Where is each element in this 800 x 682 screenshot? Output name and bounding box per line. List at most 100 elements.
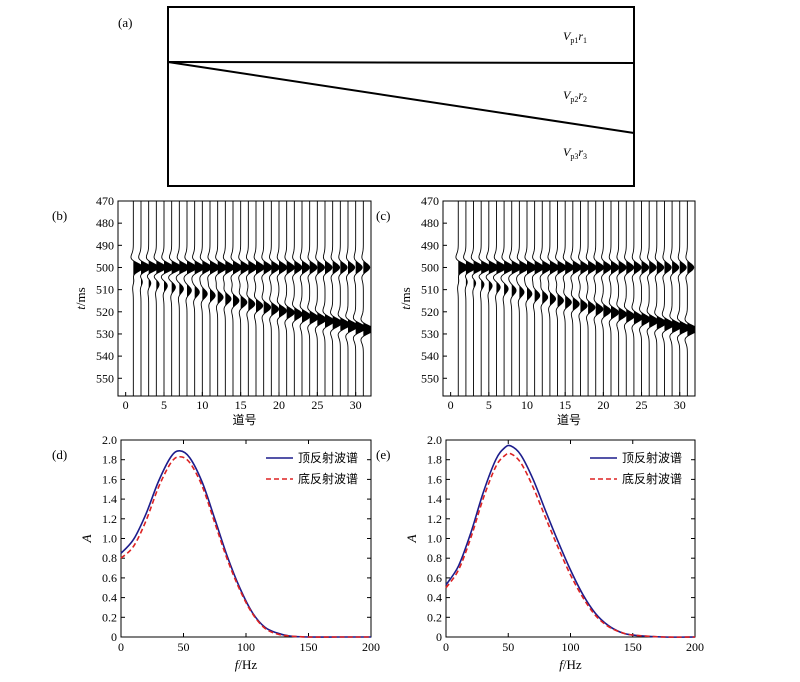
y-axis-label-unit: /ms	[73, 287, 88, 306]
y-tick-label: 530	[421, 327, 439, 341]
plot-frame	[120, 439, 372, 638]
trace-12	[539, 201, 552, 396]
x-axis-label-unit: /Hz	[563, 657, 582, 672]
trace-fill-24	[309, 260, 319, 324]
plot-frame	[445, 439, 696, 638]
trace-19	[593, 201, 605, 396]
y-tick-label: 510	[96, 283, 114, 297]
trace-fill-10	[202, 260, 212, 301]
x-tick-label: 150	[300, 640, 318, 654]
trace-1	[130, 201, 144, 396]
trace-fill-12	[542, 260, 552, 304]
trace-fill-16	[248, 260, 257, 311]
traces	[130, 201, 371, 396]
y-tick-label: 1.0	[427, 532, 442, 546]
y-tick-label: 0.8	[102, 551, 117, 565]
trace-16	[245, 201, 258, 396]
trace-17	[578, 201, 590, 396]
trace-fill-3	[148, 260, 159, 288]
trace-2	[138, 201, 152, 396]
series-line-1	[120, 455, 371, 638]
trace-4	[153, 201, 167, 396]
trace-fill-31	[687, 261, 695, 337]
trace-1	[455, 201, 469, 396]
trace-18	[585, 201, 597, 396]
trace-31	[360, 201, 371, 396]
trace-fill-10	[527, 260, 537, 301]
y-tick-label: 0.2	[102, 610, 117, 624]
y-axis-label-unit: /ms	[398, 287, 413, 306]
trace-5	[160, 201, 175, 396]
trace-26	[646, 201, 659, 396]
y-tick-label: 1.4	[427, 492, 442, 506]
trace-8	[183, 201, 197, 396]
x-tick-label: 30	[674, 398, 686, 412]
x-tick-label: 150	[624, 640, 642, 654]
trace-fill-13	[549, 260, 559, 306]
y-tick-label: 1.2	[427, 512, 442, 526]
spectrum-chart-e: 0 0.2 0.4 0.6 0.8 1.0 1.2 1.4 1.6 1.8 2.0 0 50 100 150…	[404, 433, 704, 672]
x-axis-label-unit: /Hz	[238, 657, 257, 672]
y-axis-label: A	[79, 534, 94, 543]
trace-13	[547, 201, 560, 396]
legend-label-0: 顶反射波谱	[622, 450, 682, 465]
y-tick-label: 1.0	[102, 532, 117, 546]
x-tick-label: 0	[448, 398, 454, 412]
trace-23	[623, 201, 635, 396]
trace-fill-9	[194, 260, 204, 299]
panel-a-frame	[167, 6, 635, 187]
trace-7	[175, 201, 190, 396]
trace-fill-7	[179, 260, 189, 296]
y-tick-label: 0.8	[427, 551, 442, 565]
trace-6	[168, 201, 182, 396]
y-tick-label: 470	[421, 194, 439, 208]
y-tick-label: 0.4	[427, 591, 442, 605]
trace-11	[207, 201, 220, 396]
trace-22	[616, 201, 628, 396]
x-tick-label: 20	[597, 398, 609, 412]
series-line-0	[445, 444, 696, 638]
x-tick-label: 100	[562, 640, 580, 654]
y-tick-label: 490	[421, 238, 439, 252]
y-tick-label: 1.8	[102, 453, 117, 467]
x-tick-label: 20	[273, 398, 285, 412]
trace-22	[292, 201, 303, 396]
spectrum-chart-d: 0 0.2 0.4 0.6 0.8 1.0 1.2 1.4 1.6 1.8 2.0 0 50 100 150…	[79, 433, 380, 672]
trace-17	[253, 201, 265, 396]
trace-24	[307, 201, 319, 396]
x-tick-label: 15	[235, 398, 247, 412]
trace-20	[601, 201, 612, 396]
x-tick-label: 200	[686, 640, 704, 654]
y-tick-label: 2.0	[427, 433, 442, 447]
y-tick-label: 540	[96, 349, 114, 363]
trace-fill-24	[633, 260, 643, 324]
trace-fill-16	[572, 260, 582, 311]
x-tick-label: 30	[350, 398, 362, 412]
y-tick-label: 1.2	[102, 512, 117, 526]
dipping-interface	[167, 61, 635, 134]
legend-label-1: 底反射波谱	[622, 471, 682, 486]
y-tick-label: 530	[96, 327, 114, 341]
trace-fill-4	[481, 260, 491, 290]
x-tick-label: 100	[237, 640, 255, 654]
layer-1-label: Vp1r1	[563, 29, 587, 45]
trace-29	[345, 201, 359, 396]
x-tick-label: 0	[443, 640, 449, 654]
trace-fill-7	[504, 260, 514, 296]
trace-fill-31	[363, 261, 371, 337]
trace-26	[322, 201, 335, 396]
plot-frame	[117, 200, 372, 397]
panel-c-label: (c)	[376, 208, 390, 223]
trace-25	[314, 201, 327, 396]
series-line-1	[445, 452, 696, 638]
y-tick-label: 1.4	[102, 492, 117, 506]
y-tick-label: 540	[421, 349, 439, 363]
y-tick-label: 550	[96, 371, 114, 385]
trace-9	[516, 201, 530, 396]
trace-6	[492, 201, 507, 396]
layer-3-label: Vp3r3	[563, 145, 587, 161]
y-tick-label: 520	[96, 305, 114, 319]
y-tick-label: 0.6	[427, 571, 442, 585]
trace-12	[215, 201, 228, 396]
trace-3	[470, 201, 484, 396]
